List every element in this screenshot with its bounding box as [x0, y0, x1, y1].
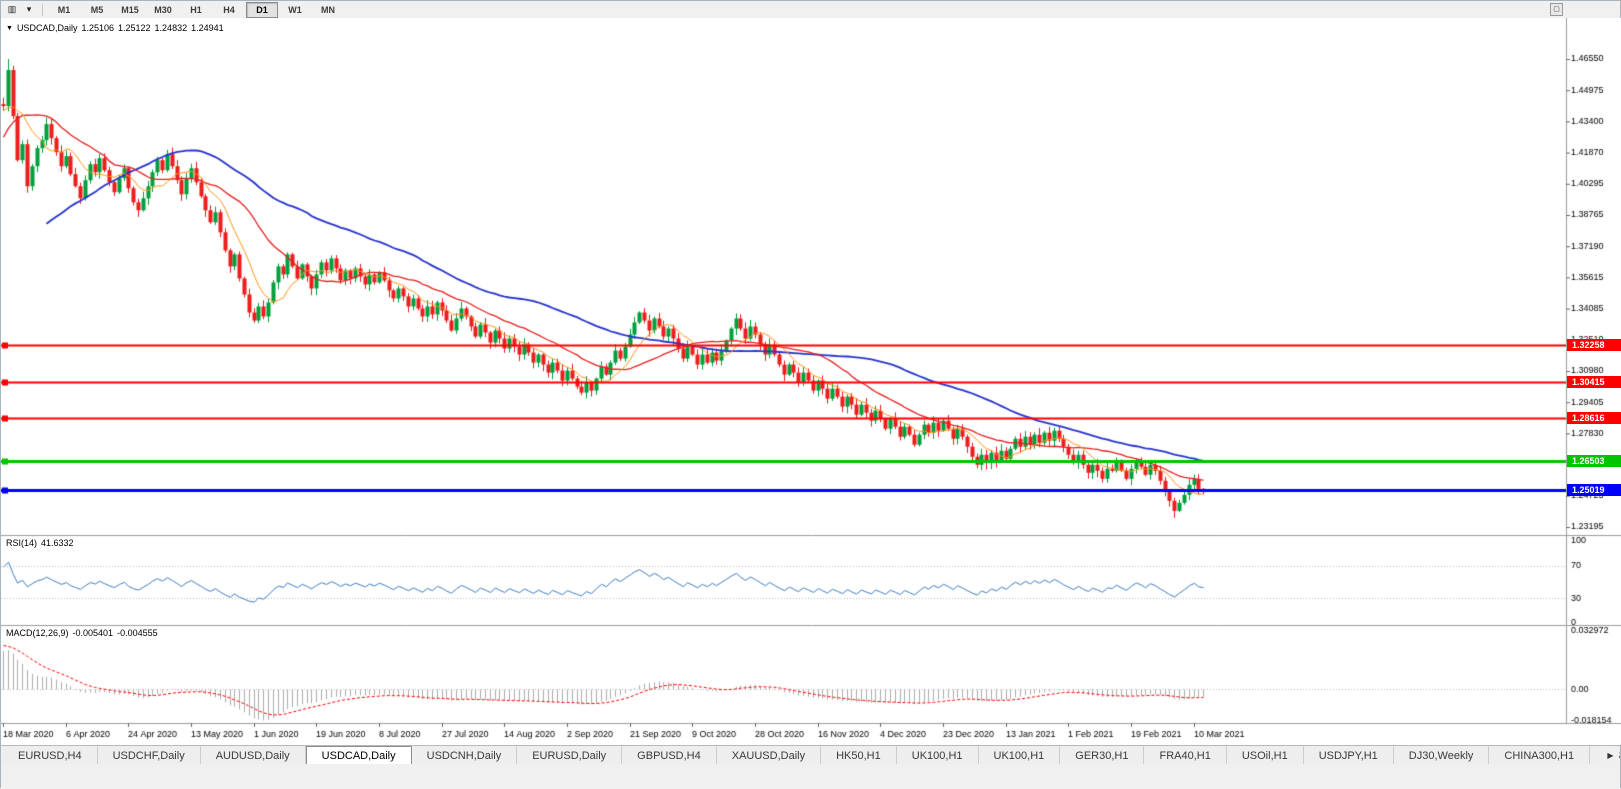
macd-name: MACD(12,26,9): [6, 628, 69, 638]
macd-indicator-label: MACD(12,26,9) -0.005401 -0.004555: [6, 628, 158, 638]
tab-ger30-h1[interactable]: GER30,H1: [1060, 746, 1145, 765]
tab-hk50-h1[interactable]: HK50,H1: [821, 746, 897, 765]
toolbar-separator: [42, 3, 43, 16]
tab-uk100-h1[interactable]: UK100,H1: [896, 746, 979, 765]
timeframe-button-m1[interactable]: M1: [57, 4, 71, 15]
macd-signal: -0.004555: [117, 628, 158, 638]
chart-dropdown-icon[interactable]: ▾: [26, 4, 32, 14]
rsi-value: 41.6332: [41, 538, 74, 548]
tab-usdchf-daily[interactable]: USDCHF,Daily: [97, 746, 201, 765]
timeframe-button-mn[interactable]: MN: [321, 4, 335, 15]
timeframe-button-m15[interactable]: M15: [121, 4, 139, 15]
tab-gbpusd-h4[interactable]: GBPUSD,H4: [622, 746, 717, 765]
symbol-marker-icon: ▼: [6, 25, 13, 32]
chart-type-icon[interactable]: ▥: [7, 4, 17, 14]
timeframe-buttons: M1 M5 M15 M30 H1 H4 D1 W1 MN: [48, 1, 344, 18]
macd-main: -0.005401: [72, 628, 114, 638]
rsi-name: RSI(14): [6, 538, 38, 548]
tab-items: EURUSD,H4 USDCHF,Daily AUDUSD,Daily USDCAD,…: [3, 746, 1620, 765]
tab-dj30-weekly[interactable]: DJ30,Weekly: [1393, 746, 1490, 765]
price-low: 1.24832: [154, 23, 188, 33]
timeframe-button-h1[interactable]: H1: [190, 4, 202, 15]
rsi-indicator-label: RSI(14) 41.6332: [6, 538, 74, 548]
tab-usdjpy-h1[interactable]: USDJPY,H1: [1303, 746, 1394, 765]
chart-restore-button[interactable]: ▢: [1550, 3, 1563, 16]
timeframe-button-h4[interactable]: H4: [223, 4, 235, 15]
chart-canvas[interactable]: [1, 18, 1621, 745]
tab-audusd-daily[interactable]: AUDUSD,Daily: [200, 746, 306, 765]
timeframe-button-m30[interactable]: M30: [154, 4, 172, 15]
tab-scroll-right-button[interactable]: ▶: [1602, 748, 1619, 763]
price-close: 1.24941: [191, 23, 224, 33]
tab-usdcad-daily[interactable]: USDCAD,Daily: [305, 746, 412, 765]
price-high: 1.25122: [118, 23, 151, 33]
symbol-title: USDCAD,Daily: [16, 23, 78, 33]
tab-usdcnh-daily[interactable]: USDCNH,Daily: [411, 746, 518, 765]
chart-area: ▼ USDCAD,Daily 1.25106 1.25122 1.24832 1…: [1, 18, 1621, 745]
chart-tab-bar: EURUSD,H4 USDCHF,Daily AUDUSD,Daily USDCAD,…: [1, 745, 1620, 765]
timeframe-button-w1[interactable]: W1: [288, 4, 302, 15]
toolbar: ▥ ▾ M1 M5 M15 M30 H1 H4 D1 W1 MN ▢: [1, 1, 1620, 19]
tab-china300-h1[interactable]: CHINA300,H1: [1489, 746, 1591, 765]
tab-eurusd-daily[interactable]: EURUSD,Daily: [517, 746, 623, 765]
tab-xauusd-daily[interactable]: XAUUSD,Daily: [716, 746, 822, 765]
tab-fra40-h1[interactable]: FRA40,H1: [1144, 746, 1227, 765]
tab-usoil-h1[interactable]: USOil,H1: [1226, 746, 1304, 765]
symbol-info: ▼ USDCAD,Daily 1.25106 1.25122 1.24832 1…: [6, 23, 224, 34]
timeframe-button-d1[interactable]: D1: [246, 1, 278, 18]
tab-uk100-h1[interactable]: UK100,H1: [978, 746, 1061, 765]
price-open: 1.25106: [81, 23, 114, 33]
status-strip: [1, 764, 1620, 789]
tab-eurusd-h4[interactable]: EURUSD,H4: [3, 746, 98, 765]
timeframe-button-m5[interactable]: M5: [90, 4, 104, 15]
